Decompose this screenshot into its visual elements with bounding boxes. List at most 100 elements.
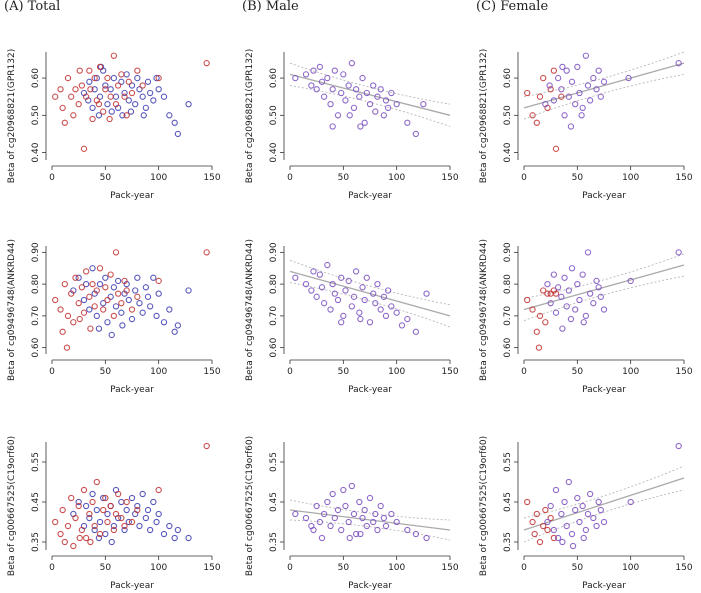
data-point [586,290,594,297]
data-point [586,97,594,104]
data-point [377,306,384,313]
data-point [412,530,420,538]
data-point [70,542,77,550]
data-point [104,510,111,518]
y-tick-label: 0.90 [31,242,41,262]
data-point [544,526,551,534]
data-point [95,534,103,542]
x-tick-label: 100 [622,367,639,377]
x-tick-label: 100 [150,173,167,183]
data-point [155,486,162,494]
y-axis-label: Beta of cg00667525(C19orf60) [7,436,17,576]
data-point [675,442,682,450]
panel-total-c19orf60: 0 50 100 150 0.35 0.45 0.55 Pack-year Beta of cg… [7,436,221,591]
data-point [308,82,315,89]
data-point [423,290,430,297]
data-point [121,93,128,100]
data-point [595,498,602,506]
data-point [384,287,392,294]
x-tick-label: 100 [150,563,167,573]
fit-line [289,270,451,317]
data-point [119,112,126,119]
data-point [544,518,551,526]
data-point [584,510,592,518]
data-point [580,534,587,542]
data-point [171,534,178,542]
data-point [292,74,299,82]
data-point [146,526,154,534]
data-point [123,71,130,78]
data-point [584,82,592,89]
data-point [320,510,328,518]
data-point [134,74,141,82]
data-point [586,490,594,498]
y-axis-label: Beta of cg20968821(GPR132) [7,49,17,183]
data-point [140,112,147,119]
data-point [361,296,368,304]
data-point [185,534,192,542]
data-point [320,93,328,100]
y-tick-label: 0.35 [269,532,279,552]
data-point [136,86,143,93]
x-tick-label: 100 [388,367,405,377]
data-point [107,271,114,278]
data-point [345,277,352,285]
data-point [68,494,75,502]
data-point [166,522,173,530]
data-point [313,86,320,93]
y-tick-label: 0.55 [269,452,279,472]
data-point [384,104,392,112]
x-tick-label: 100 [388,173,405,183]
x-axis-label: Pack-year [582,385,626,395]
data-point [582,52,590,59]
panel-male-gpr132: (B) Male 0 50 100 150 0.40 0.50 0.60 Pack-year Be… [242,0,459,201]
data-point [550,271,558,278]
y-tick-label: 0.50 [503,105,513,125]
data-point [91,86,98,93]
data-point [627,498,634,506]
data-point [544,290,551,297]
data-point [76,67,83,74]
data-point [338,319,345,326]
data-point [86,293,93,300]
data-point [144,293,152,300]
data-point [89,115,96,123]
x-tick-label: 0 [287,563,293,573]
data-point [320,300,328,307]
data-point [597,293,604,300]
data-point [547,86,554,93]
data-point [318,78,326,85]
x-tick-label: 50 [572,367,584,377]
y-tick-label: 0.60 [31,337,41,357]
data-point [535,344,543,351]
x-axis-label: Pack-year [582,581,626,591]
data-point [342,287,349,294]
data-point [370,518,377,526]
data-point [342,97,349,104]
x-tick-label: 150 [203,563,220,573]
data-point [75,100,82,108]
data-point [108,108,115,115]
data-point [380,293,388,300]
data-point [107,93,114,100]
data-point [338,89,345,97]
x-tick-label: 150 [441,563,458,573]
x-tick-label: 0 [49,367,55,377]
data-point [313,293,320,300]
data-point [595,284,602,291]
data-point [398,322,406,329]
data-point [203,249,210,256]
data-point [350,293,358,300]
data-point [536,538,544,546]
data-point [404,526,411,534]
data-point [155,86,162,93]
panel-female-gpr132: (C) Female 0 50 100 150 0.40 0.50 0.60 Pack-year… [476,0,693,201]
fit-line [523,264,685,311]
data-point [345,82,352,89]
data-point [139,309,146,316]
data-point [593,522,600,530]
data-point [155,290,162,297]
y-tick-label: 0.35 [31,532,41,552]
data-point [579,502,586,510]
data-point [203,442,210,450]
